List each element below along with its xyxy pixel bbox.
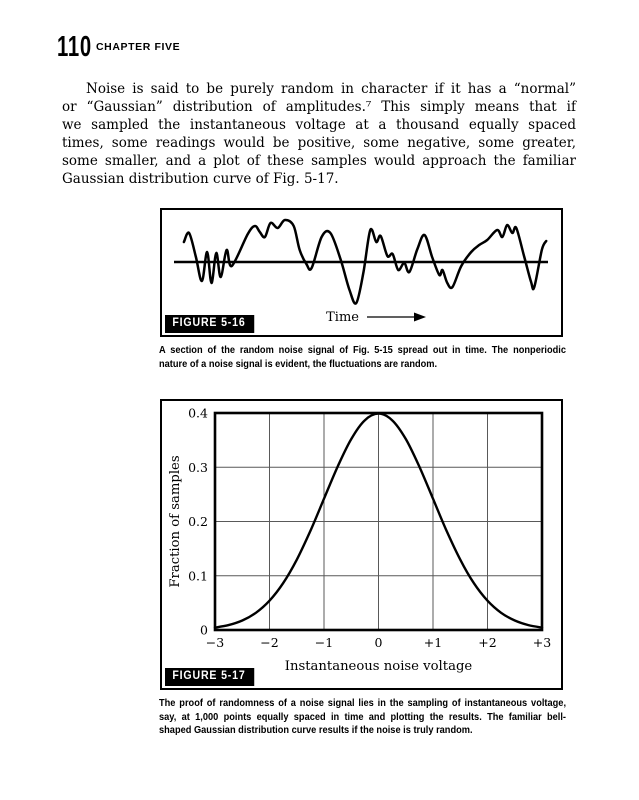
y-tick-label: 0.1 <box>188 568 208 583</box>
paragraph-line: or “Gaussian” distribution of amplitudes… <box>62 99 576 115</box>
time-arrow-head <box>414 312 426 322</box>
x-tick-label: −1 <box>315 635 333 650</box>
y-tick-label: 0.3 <box>188 460 208 475</box>
x-tick-label: +2 <box>478 635 496 650</box>
page-header: 110 CHAPTER FIVE <box>57 31 180 63</box>
paragraph-line: we sampled the instantaneous voltage at … <box>62 117 576 133</box>
figure-5-16-label: FIGURE 5-16 <box>165 314 254 333</box>
body-paragraph: Noise is said to be purely random in cha… <box>62 80 576 188</box>
bell-curve-path <box>213 412 544 629</box>
noise-waveform-path <box>182 218 548 305</box>
x-tick-label: −2 <box>260 635 278 650</box>
x-tick-label: −3 <box>206 635 224 650</box>
y-tick-label: 0.2 <box>188 514 208 529</box>
caption-line: A section of the random noise signal of … <box>159 344 567 356</box>
paragraph-line: Gaussian distribution curve of Fig. 5-17… <box>62 171 339 187</box>
gaussian-distribution-chart: 0 0.1 0.2 0.3 0.4 −3 −2 −1 0 +1 +2 +3 Instantaneous … <box>168 406 551 675</box>
x-axis-title: Instantaneous noise voltage <box>285 659 473 674</box>
x-tick-label: +3 <box>533 635 551 650</box>
noise-waveform-chart: Time <box>174 218 548 325</box>
paragraph-line: Noise is said to be purely random in cha… <box>86 81 576 97</box>
y-tick-label: 0 <box>200 623 208 638</box>
page-number: 110 <box>57 31 92 63</box>
figure-5-17-caption: The proof of randomness of a noise signa… <box>159 697 566 738</box>
figure-5-17-label: FIGURE 5-17 <box>165 667 254 686</box>
caption-line: nature of a noise signal is evident, the… <box>159 357 438 370</box>
x-tick-label: 0 <box>375 635 383 650</box>
y-tick-label: 0.4 <box>188 406 208 421</box>
y-axis-title: Fraction of samples <box>168 455 183 587</box>
figure-5-16-caption: A section of the random noise signal of … <box>159 344 566 371</box>
time-axis-label: Time <box>326 310 359 325</box>
paragraph-line: times, some readings would be positive, … <box>62 135 576 151</box>
figure-5-17: 0 0.1 0.2 0.3 0.4 −3 −2 −1 0 +1 +2 +3 Instantaneous … <box>160 399 563 690</box>
caption-line: The proof of randomness of a noise signa… <box>159 697 567 709</box>
chapter-title: CHAPTER FIVE <box>96 41 181 53</box>
x-tick-label: +1 <box>424 635 442 650</box>
paragraph-line: some smaller, and a plot of these sample… <box>62 153 576 169</box>
caption-line: shaped Gaussian distribution curve resul… <box>159 724 473 736</box>
caption-line: say, at 1,000 points equally spaced in t… <box>159 710 567 723</box>
figure-5-16: Time FIGURE 5-16 <box>160 208 563 337</box>
